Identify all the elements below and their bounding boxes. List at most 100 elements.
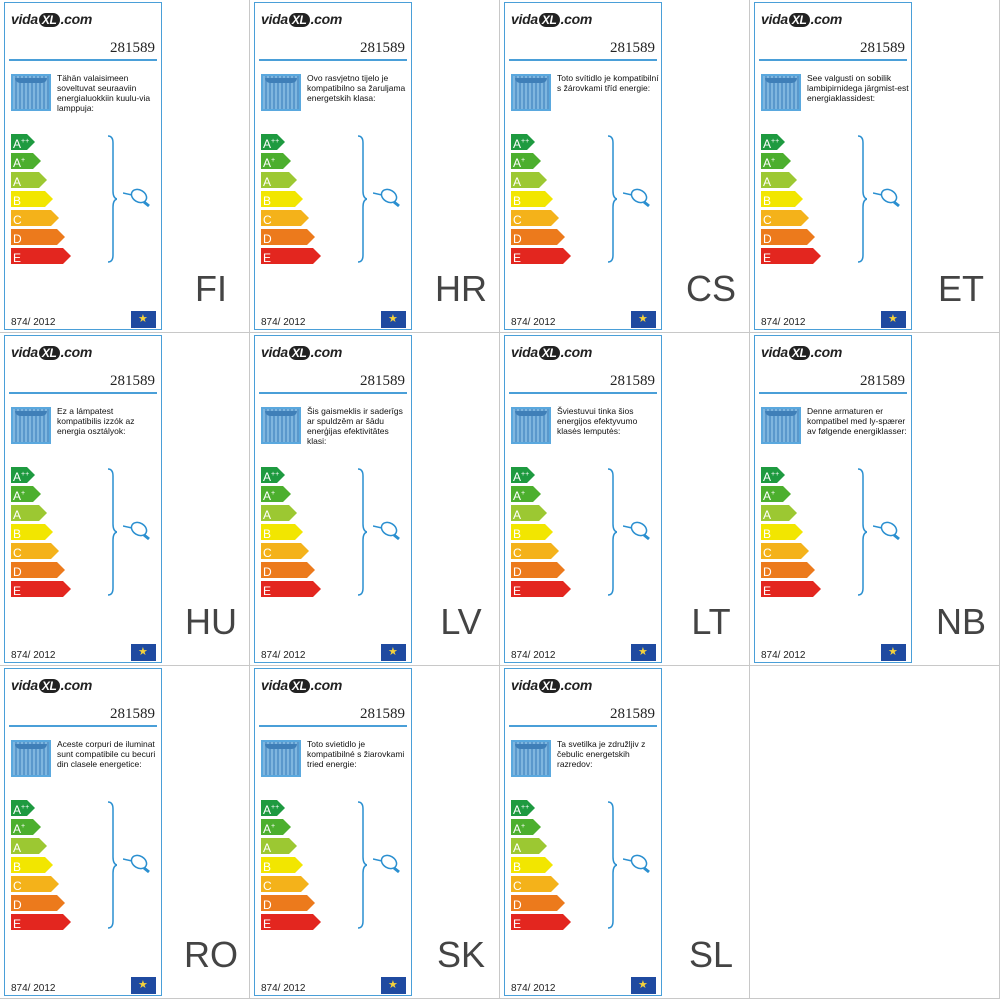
energy-class-letter: D (263, 232, 272, 246)
language-code: HR (435, 268, 487, 309)
energy-class-letter: D (13, 898, 22, 912)
energy-class-letter: A+ (763, 156, 776, 170)
divider (9, 392, 157, 394)
bulb-icon (873, 521, 900, 541)
energy-class-letter: E (13, 251, 22, 265)
energy-class-letter: B (763, 194, 772, 208)
bulb-icon (123, 188, 150, 208)
energy-class-letter: A (263, 175, 272, 189)
energy-class-letter: E (13, 584, 22, 598)
energy-class-letter: D (513, 565, 522, 579)
energy-class-letter: D (13, 565, 22, 579)
regulation-number: 874/ 2012 (511, 317, 556, 328)
energy-label: vida XL .com 281589 Denne armaturen er kom… (754, 335, 912, 663)
label-cell-nb: vida XL .com 281589 Denne armaturen er kom… (750, 333, 1000, 666)
regulation-number: 874/ 2012 (761, 650, 806, 661)
energy-class-letter: A+ (263, 489, 276, 503)
energy-class-letter: D (763, 232, 772, 246)
energy-class-letter: A (263, 508, 272, 522)
energy-class-letter: A+ (13, 822, 26, 836)
brace-icon (357, 801, 367, 929)
energy-class-letter: A (513, 175, 522, 189)
energy-class-letter: A (513, 841, 522, 855)
regulation-number: 874/ 2012 (11, 983, 56, 994)
product-code: 281589 (110, 373, 155, 389)
brand-logo: vida XL .com (511, 677, 593, 693)
product-code: 281589 (360, 373, 405, 389)
energy-class-letter: C (13, 213, 22, 227)
energy-label: vida XL .com 281589 Aceste corpuri de ilum… (4, 668, 162, 996)
eu-flag-icon (881, 311, 906, 328)
product-code: 281589 (610, 706, 655, 722)
brand-logo: vida XL .com (761, 11, 843, 27)
label-cell-lv: vida XL .com 281589 Šis gaismeklis ir sade… (250, 333, 500, 666)
energy-class-letter: A++ (263, 470, 280, 484)
energy-class-letter: A (13, 841, 22, 855)
compatibility-text: Šis gaismeklis ir saderīgs ar spuldzēm a… (307, 406, 403, 446)
energy-class-letter: A+ (513, 156, 526, 170)
energy-class-letter: B (263, 194, 272, 208)
energy-class-letter: B (513, 860, 522, 874)
energy-label: vida XL .com 281589 Ovo rasvjetno tijelo j… (254, 2, 412, 330)
language-code: FI (195, 268, 227, 309)
brace-icon (107, 135, 117, 263)
energy-class-letter: B (13, 527, 22, 541)
energy-class-letter: D (763, 565, 772, 579)
energy-label: vida XL .com 281589 Šis gaismeklis ir sade… (254, 335, 412, 663)
regulation-number: 874/ 2012 (511, 983, 556, 994)
energy-class-letter: B (513, 527, 522, 541)
product-code: 281589 (610, 40, 655, 56)
energy-class-letter: E (263, 251, 272, 265)
brace-icon (357, 468, 367, 596)
energy-class-letter: A++ (513, 137, 530, 151)
language-code: LT (691, 601, 731, 642)
brace-icon (107, 801, 117, 929)
lamp-icon (261, 740, 301, 777)
language-code: SL (688, 934, 734, 975)
energy-class-letter: C (13, 546, 22, 560)
energy-class-letter: A++ (13, 803, 30, 817)
energy-class-letter: E (13, 917, 22, 931)
energy-class-letter: E (513, 251, 522, 265)
energy-label: vida XL .com 281589 Ta svetilka je združlj… (504, 668, 662, 996)
energy-class-letter: C (513, 213, 522, 227)
bulb-icon (123, 854, 150, 874)
label-cell-hr: vida XL .com 281589 Ovo rasvjetno tijelo j… (250, 0, 500, 333)
energy-class-letter: A (13, 175, 22, 189)
energy-class-letter: A+ (263, 822, 276, 836)
energy-class-letter: C (763, 546, 772, 560)
bulb-icon (623, 854, 650, 874)
lamp-icon (261, 407, 301, 444)
bulb-icon (373, 854, 400, 874)
brand-logo: vida XL .com (511, 344, 593, 360)
label-cell-et: vida XL .com 281589 See valgusti on sobili… (750, 0, 1000, 333)
energy-class-letter: B (13, 194, 22, 208)
brand-logo: vida XL .com (261, 11, 343, 27)
energy-class-letter: D (513, 898, 522, 912)
regulation-number: 874/ 2012 (511, 650, 556, 661)
energy-class-letter: C (263, 879, 272, 893)
language-code: ET (937, 268, 984, 309)
bulb-icon (123, 521, 150, 541)
regulation-number: 874/ 2012 (11, 317, 56, 328)
energy-class-letter: E (263, 584, 272, 598)
divider (259, 725, 407, 727)
energy-class-letter: C (263, 213, 272, 227)
energy-class-letter: E (763, 251, 772, 265)
bulb-icon (373, 188, 400, 208)
lamp-icon (11, 74, 51, 111)
compatibility-text: Šviestuvui tinka šios energijos efektyvu… (557, 406, 638, 436)
bulb-icon (623, 188, 650, 208)
energy-class-letter: A++ (513, 470, 530, 484)
label-cell-hu: vida XL .com 281589 Ez a lámpatest kompati… (0, 333, 250, 666)
product-code: 281589 (110, 706, 155, 722)
lamp-icon (511, 740, 551, 777)
energy-class-letter: A (13, 508, 22, 522)
eu-flag-icon (381, 977, 406, 994)
energy-class-letter: A (263, 841, 272, 855)
energy-class-letter: E (513, 584, 522, 598)
bulb-icon (873, 188, 900, 208)
energy-class-letter: A+ (513, 489, 526, 503)
eu-flag-icon (631, 644, 656, 661)
brand-logo: vida XL .com (261, 344, 343, 360)
